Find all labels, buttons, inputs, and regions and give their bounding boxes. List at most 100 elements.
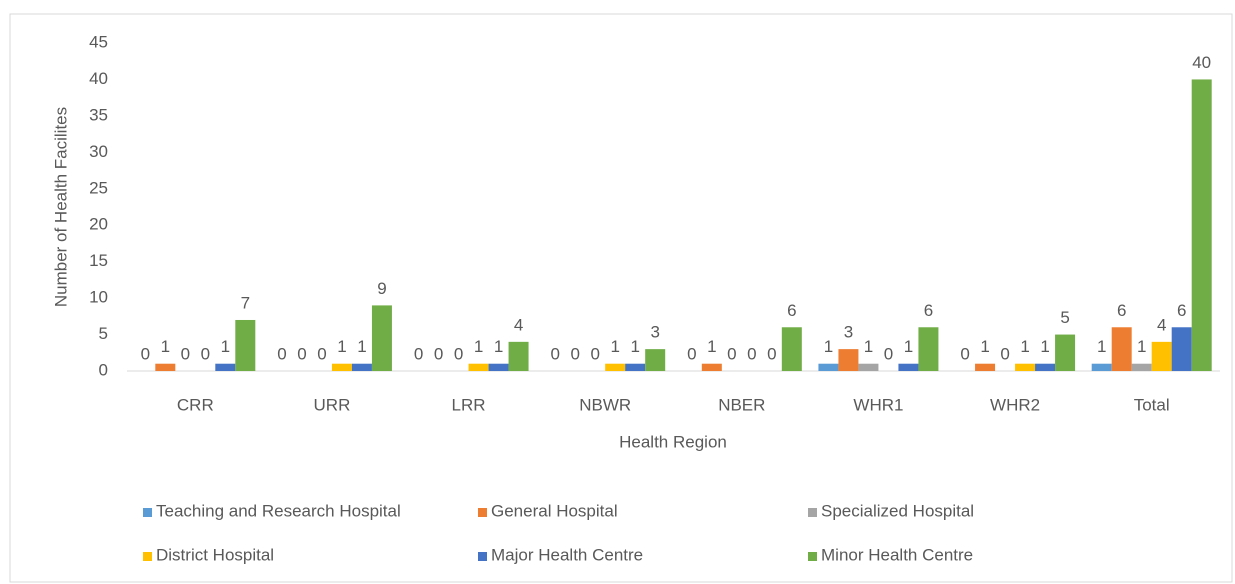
data-label: 0 [767, 344, 776, 363]
bar [975, 363, 996, 371]
data-label: 0 [747, 344, 756, 363]
legend-label: Major Health Centre [491, 545, 643, 564]
data-label: 4 [1157, 315, 1166, 334]
data-label: 1 [161, 337, 170, 356]
data-label: 0 [1000, 344, 1009, 363]
data-label: 1 [494, 337, 503, 356]
y-tick-label: 0 [99, 360, 108, 379]
data-label: 0 [570, 344, 579, 363]
y-tick-label: 45 [89, 32, 108, 51]
bar [605, 363, 626, 371]
data-label: 0 [277, 344, 286, 363]
bar [468, 363, 489, 371]
bar [508, 341, 529, 371]
data-label: 0 [141, 344, 150, 363]
x-tick-label: NBWR [579, 395, 631, 414]
bar [488, 363, 509, 371]
data-label: 1 [221, 337, 230, 356]
data-label: 1 [980, 337, 989, 356]
bar [1015, 363, 1036, 371]
legend-label: General Hospital [491, 501, 618, 520]
data-label: 4 [514, 315, 523, 334]
x-tick-label: URR [314, 395, 351, 414]
legend-label: Specialized Hospital [821, 501, 974, 520]
bar [351, 363, 372, 371]
data-label: 0 [414, 344, 423, 363]
data-label: 0 [181, 344, 190, 363]
data-label: 9 [377, 279, 386, 298]
data-label: 1 [864, 337, 873, 356]
data-label: 0 [884, 344, 893, 363]
data-label: 0 [297, 344, 306, 363]
data-label: 1 [357, 337, 366, 356]
data-label: 0 [590, 344, 599, 363]
y-tick-label: 35 [89, 105, 108, 124]
data-label: 1 [1097, 337, 1106, 356]
bar [1131, 363, 1152, 371]
data-label: 0 [960, 344, 969, 363]
bar [701, 363, 722, 371]
data-label: 0 [434, 344, 443, 363]
x-axis-title: Health Region [619, 432, 727, 451]
x-tick-label: CRR [177, 395, 214, 414]
legend-swatch [478, 508, 487, 517]
bar [918, 327, 939, 371]
legend-swatch [808, 508, 817, 517]
x-tick-label: WHR2 [990, 395, 1040, 414]
legend-swatch [143, 508, 152, 517]
bar [331, 363, 352, 371]
data-label: 40 [1192, 53, 1211, 72]
y-axis-title: Number of Health Facilites [51, 107, 70, 307]
bar [1111, 327, 1132, 371]
bar [155, 363, 176, 371]
y-tick-label: 25 [89, 178, 108, 197]
data-label: 3 [650, 323, 659, 342]
legend-label: District Hospital [156, 545, 274, 564]
data-label: 1 [630, 337, 639, 356]
x-tick-label: Total [1134, 395, 1170, 414]
y-tick-label: 10 [89, 288, 108, 307]
x-tick-label: WHR1 [853, 395, 903, 414]
bar [1171, 327, 1192, 371]
bar [781, 327, 802, 371]
legend-label: Minor Health Centre [821, 545, 973, 564]
data-label: 1 [610, 337, 619, 356]
y-tick-label: 30 [89, 142, 108, 161]
bar [1191, 79, 1212, 371]
bar [1035, 363, 1056, 371]
data-label: 0 [727, 344, 736, 363]
y-tick-label: 5 [99, 324, 108, 343]
data-label: 1 [1020, 337, 1029, 356]
bar [1055, 334, 1076, 371]
data-label: 0 [454, 344, 463, 363]
legend-swatch [478, 552, 487, 561]
legend-label: Teaching and Research Hospital [156, 501, 401, 520]
data-label: 7 [241, 293, 250, 312]
data-label: 6 [1177, 301, 1186, 320]
data-label: 3 [844, 323, 853, 342]
bar [1091, 363, 1112, 371]
bar [858, 363, 879, 371]
data-label: 1 [1040, 337, 1049, 356]
x-tick-label: NBER [718, 395, 765, 414]
data-label: 0 [201, 344, 210, 363]
data-label: 1 [904, 337, 913, 356]
bar [645, 349, 666, 371]
x-tick-label: LRR [452, 395, 486, 414]
data-label: 6 [1117, 301, 1126, 320]
data-label: 0 [687, 344, 696, 363]
bar [1151, 341, 1172, 371]
y-tick-label: 20 [89, 215, 108, 234]
y-tick-label: 40 [89, 69, 108, 88]
bar [898, 363, 919, 371]
legend-swatch [143, 552, 152, 561]
bar [818, 363, 839, 371]
legend-swatch [808, 552, 817, 561]
data-label: 5 [1060, 308, 1069, 327]
bar [215, 363, 236, 371]
data-label: 1 [824, 337, 833, 356]
data-label: 0 [317, 344, 326, 363]
y-tick-label: 15 [89, 251, 108, 270]
data-label: 1 [1137, 337, 1146, 356]
